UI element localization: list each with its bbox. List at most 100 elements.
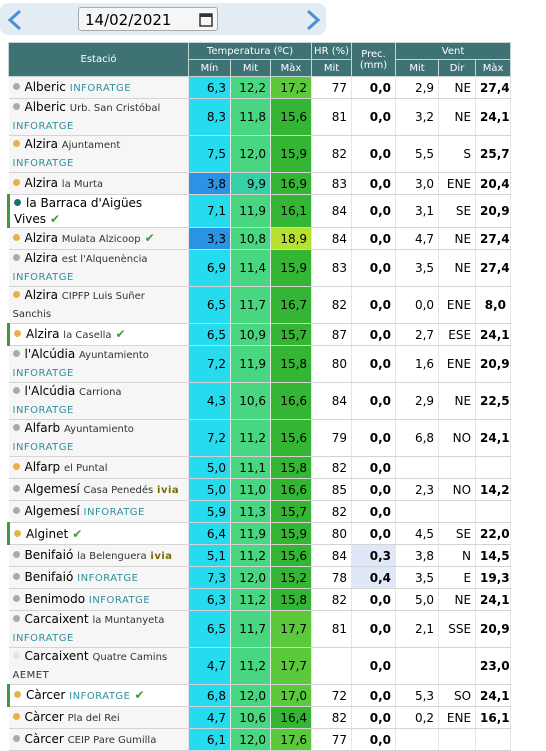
station-row: Algemesí INFORATGE 5,9 11,3 15,7 82 0,0 [8, 500, 512, 523]
subheader[interactable]: Mit [230, 59, 271, 77]
station-row: la Barraca d'Aigües Vives ✔ 7,1 11,9 16,1 84 0… [7, 194, 512, 228]
station-place: la Murta [61, 178, 104, 190]
value-cell: 81 [311, 98, 353, 136]
station-cell: Carcaixent Quatre Camins AEMET [8, 647, 189, 685]
value-cell: 83 [311, 172, 353, 195]
station-name: Algemesí [24, 503, 80, 518]
station-name: Alfarp [24, 459, 61, 474]
value-cell: 6,8 [395, 419, 440, 457]
station-row: Alzira Ajuntament INFORATGE 7,5 12,0 15,9 82… [8, 135, 512, 173]
subheader[interactable]: Mit [395, 59, 440, 77]
station-name: Alzira [24, 230, 58, 245]
value-cell: 84 [311, 194, 353, 228]
value-cell: 22,5 [475, 382, 512, 420]
subheader[interactable]: Mín [188, 59, 231, 77]
value-cell: 0,0 [351, 76, 397, 99]
date-input[interactable]: 14/02/2021 [78, 7, 218, 31]
header[interactable]: Estació [8, 42, 189, 77]
value-cell: NE [438, 227, 477, 250]
station-place: CEIP Pare Gumilla [67, 734, 157, 746]
network-tag: INFORATGE [12, 272, 74, 283]
value-cell: 4,7 [395, 227, 440, 250]
value-cell: 0,0 [351, 172, 397, 195]
value-cell: 80 [311, 522, 353, 545]
station-cell: la Barraca d'Aigües Vives ✔ [7, 194, 189, 228]
value-cell: 15,8 [270, 588, 313, 611]
station-cell: Alzira la Murta [8, 172, 189, 195]
value-cell: 25,7 [475, 135, 512, 173]
value-cell: 0,2 [395, 706, 440, 729]
station-name: Benimodo [24, 591, 86, 606]
station-cell: Alberic INFORATGE [8, 76, 189, 99]
check-icon: ✔ [144, 230, 155, 245]
value-cell: 5,0 [188, 478, 231, 501]
value-cell: 15,9 [270, 522, 313, 545]
subheader[interactable]: Dir [438, 59, 477, 77]
subheader[interactable]: Mit [311, 59, 353, 77]
value-cell: 0,0 [351, 588, 397, 611]
value-cell: 7,2 [188, 345, 231, 383]
station-row: Alfarp el Puntal 5,0 11,1 15,8 82 0,0 [8, 456, 512, 479]
prev-day[interactable] [6, 9, 24, 31]
value-cell: 11,2 [230, 544, 271, 567]
value-cell: 20,9 [475, 345, 512, 383]
subheader[interactable]: Màx [475, 59, 512, 77]
station-name: Carcaixent [24, 612, 89, 626]
value-cell: 7,5 [188, 135, 231, 173]
value-cell: 2,9 [395, 382, 440, 420]
station-name: l'Alcúdia [24, 347, 76, 361]
value-cell: 16,9 [270, 172, 313, 195]
value-cell: 24,1 [475, 684, 512, 707]
value-cell: 15,7 [270, 323, 313, 346]
station-name: Alberic [24, 79, 66, 94]
value-cell: 0,0 [351, 249, 397, 287]
station-cell: Benifaió INFORATGE [8, 566, 189, 589]
station-name: Alzira [24, 288, 58, 302]
value-cell: 16,1 [475, 706, 512, 729]
station-name: la Barraca d'Aigües Vives [14, 196, 143, 226]
value-cell: 12,2 [230, 76, 271, 99]
value-cell: 12,0 [230, 684, 271, 707]
station-place: Ayuntamiento [64, 424, 134, 435]
value-cell: 0,4 [351, 566, 397, 589]
value-cell: 9,9 [230, 172, 271, 195]
value-cell: SO [438, 684, 477, 707]
value-cell: 5,5 [395, 135, 440, 173]
value-cell: 6,8 [188, 684, 231, 707]
station-name: Benifaió [24, 547, 74, 562]
value-cell: 7,3 [188, 566, 231, 589]
next-day[interactable] [304, 9, 322, 31]
header: Prec. (mm) [351, 42, 397, 77]
value-cell: 10,9 [230, 323, 271, 346]
value-cell: 11,3 [230, 500, 271, 523]
station-cell: Alfarp el Puntal [8, 456, 189, 479]
value-cell: 0,0 [351, 345, 397, 383]
subheader[interactable]: Màx [269, 59, 313, 77]
status-dot [12, 82, 20, 90]
status-dot [12, 652, 20, 659]
status-dot [12, 140, 20, 147]
value-cell: 82 [311, 135, 353, 173]
value-cell: 7,1 [188, 194, 231, 228]
value-cell: 3,5 [395, 566, 440, 589]
value-cell: 11,1 [230, 456, 271, 479]
station-place: est l'Alquenència [61, 254, 148, 265]
value-cell: 5,9 [188, 500, 231, 523]
value-cell: 80 [311, 345, 353, 383]
station-place: Urb. San Cristóbal [69, 103, 161, 114]
value-cell [311, 647, 353, 685]
station-name: Alfarb [24, 421, 61, 435]
value-cell: SE [438, 522, 477, 545]
status-dot [14, 690, 21, 698]
calendar-icon[interactable] [199, 12, 213, 27]
station-row: Alzira Mulata Alzicoop ✔ 3,3 10,8 18,9 84 0,0 4… [8, 227, 512, 250]
value-cell: 0,0 [351, 706, 397, 729]
network-tag: AEMET [12, 670, 50, 681]
network-tag: INFORATGE [83, 506, 145, 518]
value-cell: 0,0 [351, 500, 397, 523]
value-cell: 5,0 [395, 588, 440, 611]
value-cell: 16,7 [270, 286, 313, 324]
value-cell: 16,6 [270, 382, 313, 420]
value-cell: 8,0 [475, 286, 512, 324]
value-cell: 22,0 [475, 522, 512, 545]
